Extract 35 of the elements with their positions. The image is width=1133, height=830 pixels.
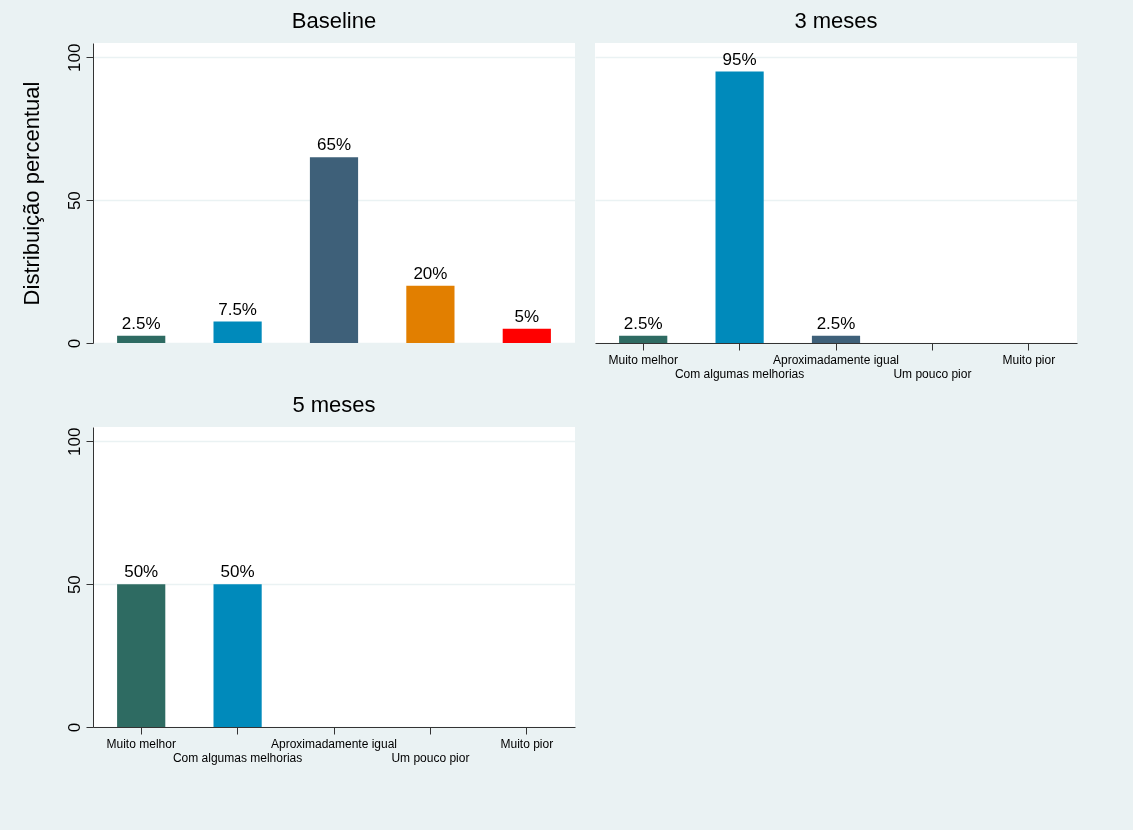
data-label: 2.5% [816,313,856,333]
chart-title: Baseline [291,8,377,33]
y-tick-label: 50 [64,191,84,211]
bar [117,335,166,343]
data-label: 2.5% [623,313,663,333]
x-tick-label: Um pouco pior [893,366,972,381]
y-tick-label: 0 [64,338,84,349]
bar [309,157,359,343]
y-tick-label: 50 [64,575,84,595]
x-tick-label: Com algumas melhorias [172,750,303,765]
y-tick-label: 0 [64,722,84,733]
x-tick-label: Com algumas melhorias [674,366,805,381]
data-label: 95% [722,49,757,69]
bar [406,285,455,343]
data-label: 50% [220,562,255,582]
x-tick-label: Aproximadamente igual [772,352,900,367]
x-tick-label: Um pouco pior [391,750,470,765]
bar [502,328,551,343]
data-label: 5% [514,306,540,326]
x-tick-label: Muito pior [500,736,554,751]
data-label: 2.5% [121,313,161,333]
x-tick-label: Aproximadamente igual [270,736,398,751]
chart-title: 5 meses [292,392,376,417]
data-label: 7.5% [218,299,257,319]
x-tick-label: Muito pior [1002,352,1056,367]
bar [213,321,262,343]
y-tick-label: 100 [64,427,84,456]
y-tick-label: 100 [64,43,84,72]
x-tick-label: Muito melhor [608,352,678,367]
x-tick-label: Muito melhor [106,736,176,751]
y-axis-title: Distribuição percentual [18,81,44,306]
data-label: 50% [124,562,159,582]
chart-title: 3 meses [794,8,878,33]
data-label: 20% [413,263,448,283]
data-label: 65% [316,135,352,155]
